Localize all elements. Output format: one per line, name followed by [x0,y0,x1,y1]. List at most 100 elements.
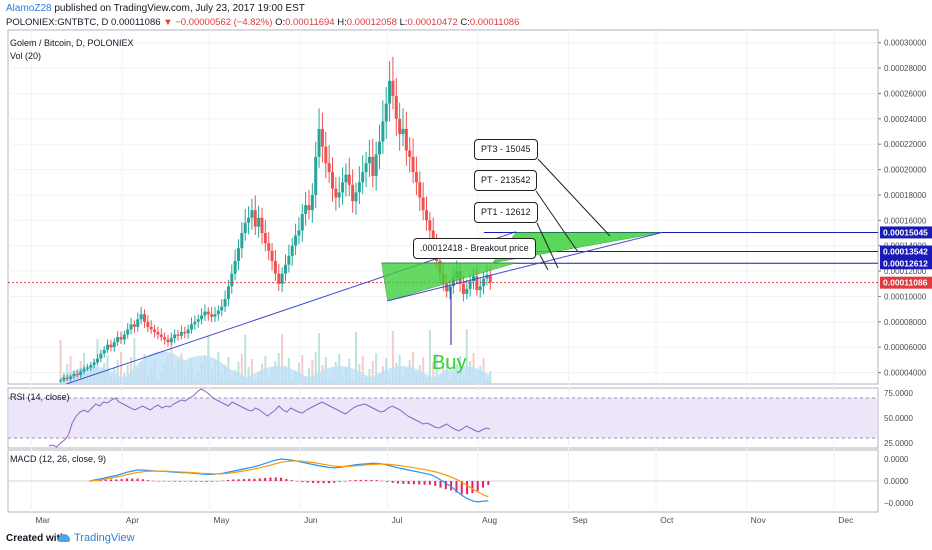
candle-body [226,286,230,299]
candle-body [482,278,486,287]
candle-body [183,331,187,334]
candle-body [421,197,425,211]
volume-bar [307,368,310,384]
breakout-callout[interactable]: .00012418 - Breakout price [413,238,536,259]
macd-hist-bar [455,481,458,493]
month-label: Nov [751,515,767,525]
tradingview-link[interactable]: TradingView [58,532,135,544]
candle-body [364,163,368,173]
price-tick-label: 0.00020000 [884,166,927,175]
candle-body [176,334,180,336]
candle-body [388,80,392,104]
month-label: Mar [35,515,50,525]
candle-body [200,315,204,320]
candle-body [216,310,220,315]
candle-body [233,260,237,274]
open-label: O: [275,17,286,28]
pt1-callout[interactable]: PT1 - 12612 [474,202,538,223]
macd-hist-bar [311,481,314,483]
volume-bar [237,362,240,384]
author-link[interactable]: AlamoZ28 [6,3,52,14]
breakout-zone [381,262,517,302]
rsi-tick-label: 50.0000 [884,414,913,423]
macd-hist-bar [439,481,442,488]
volume-bar [361,356,364,384]
candle-body [99,353,103,359]
macd-hist-bar [136,478,139,481]
volume-bar [59,340,62,384]
publish-text: published on TradingView.com, July 23, 2… [54,3,305,14]
candle-body [294,235,298,246]
macd-hist-bar [115,479,118,481]
macd-hist-bar [322,481,325,484]
candle-body [485,274,489,279]
candle-body [149,326,153,330]
price-change: −0.00000562 (−4.82%) [175,17,273,28]
macd-legend: MACD (12, 26, close, 9) [10,454,107,464]
symbol-name[interactable]: POLONIEX:GNTBTC, D [6,17,109,28]
candle-body [384,103,388,122]
macd-hist-bar [141,479,144,481]
chart-header: AlamoZ28 published on TradingView.com, J… [0,0,932,30]
candle-body [344,174,348,183]
candle-body [354,192,358,202]
volume-ma-area [60,351,491,384]
price-axis-tag-text: 0.00012612 [883,258,928,268]
macd-hist-bar [317,481,320,484]
candle-body [404,128,408,151]
pt-callout[interactable]: PT - 213542 [474,170,538,191]
candle-body [119,337,123,340]
price-tick-label: 0.00008000 [884,318,927,327]
macd-hist-bar [221,480,224,482]
candle-body [367,156,371,164]
month-label: Oct [660,515,674,525]
macd-hist-bar [248,478,251,481]
macd-hist-bar [338,481,341,482]
candle-body [139,314,143,320]
candle-body [163,337,167,340]
month-label: May [213,515,230,525]
wedge-lower-edge [387,232,663,302]
candle-body [414,172,418,183]
macd-hist-bar [391,481,394,483]
candle-body [253,210,257,227]
volume-bar [116,360,119,384]
main-pane-frame [7,29,879,385]
candle-body [89,364,93,368]
tradingview-brand: TradingView [74,532,135,544]
candle-body [126,329,130,335]
volume-bar [465,329,468,384]
callout-leader [535,190,579,253]
volume-bar [301,355,304,384]
volume-bar [244,335,247,384]
candle-body [347,174,351,185]
macd-hist-bar [482,481,485,488]
candle-body [223,298,227,307]
candle-body [277,273,281,284]
candle-body [69,376,73,379]
macd-hist-bar [375,480,378,481]
pt3-callout[interactable]: PT3 - 15045 [474,139,538,160]
macd-hist-bar [147,480,150,481]
candle-body [82,368,86,372]
candle-body [267,243,271,251]
volume-series [59,329,492,384]
macd-hist-bar [242,479,245,481]
volume-bar [281,334,284,384]
candle-body [337,192,341,198]
price-tick-label: 0.00028000 [884,64,927,73]
open-value: 0.00011694 [285,17,335,28]
callout-leader [537,158,611,237]
candle-body [213,314,217,317]
macd-hist-bar [359,479,362,481]
month-label: Sep [573,515,588,525]
price-chart[interactable]: 0.00030000 0.00028000 0.00026000 0.00024000… [0,26,932,528]
candle-body [398,118,402,135]
candle-body [290,245,294,256]
price-tick-label: 0.00022000 [884,140,927,149]
macd-hist-bar [237,479,240,481]
candle-body [351,184,355,202]
volume-bar [314,352,317,384]
candle-body [59,380,63,382]
candle-body [391,80,395,96]
